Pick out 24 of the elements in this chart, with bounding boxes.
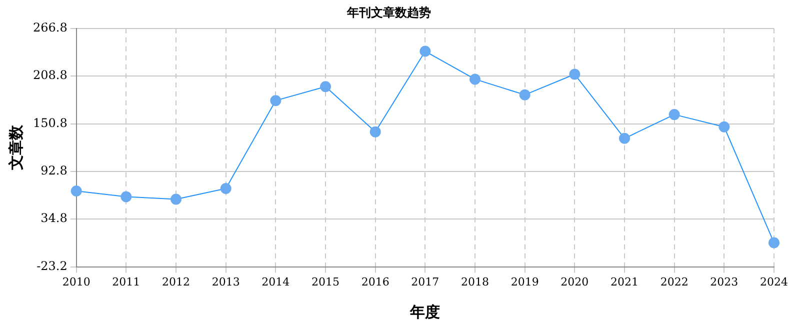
- x-tick-label: 2022: [660, 275, 688, 288]
- y-tick-label: 92.8: [40, 164, 68, 178]
- x-tick-label: 2012: [162, 275, 190, 288]
- y-tick-label: 266.8: [32, 20, 68, 35]
- y-tick-label: 34.8: [40, 211, 68, 226]
- x-tick-label: 2019: [510, 275, 539, 288]
- y-tick-label: -23.2: [36, 258, 68, 273]
- x-tick-label: 2011: [112, 275, 140, 288]
- y-tick-label: 208.8: [32, 68, 68, 82]
- x-axis-title: 年度: [409, 302, 440, 321]
- chart-title: 年刊文章数趋势: [346, 5, 431, 20]
- x-tick-label: 2016: [361, 275, 390, 288]
- x-tick-label: 2017: [411, 275, 440, 288]
- y-tick-label: 150.8: [32, 116, 68, 130]
- x-tick-label: 2013: [212, 275, 240, 288]
- x-tick-label: 2023: [710, 275, 738, 288]
- x-tick-label: 2021: [610, 275, 639, 288]
- x-tick-label: 2015: [312, 275, 340, 288]
- x-tick-label: 2014: [262, 275, 290, 288]
- x-tick-label: 2010: [62, 275, 90, 288]
- y-axis-title: 文章数: [6, 124, 25, 172]
- x-tick-label: 2024: [760, 275, 788, 288]
- x-tick-label: 2020: [560, 275, 589, 288]
- x-tick-label: 2018: [461, 275, 490, 288]
